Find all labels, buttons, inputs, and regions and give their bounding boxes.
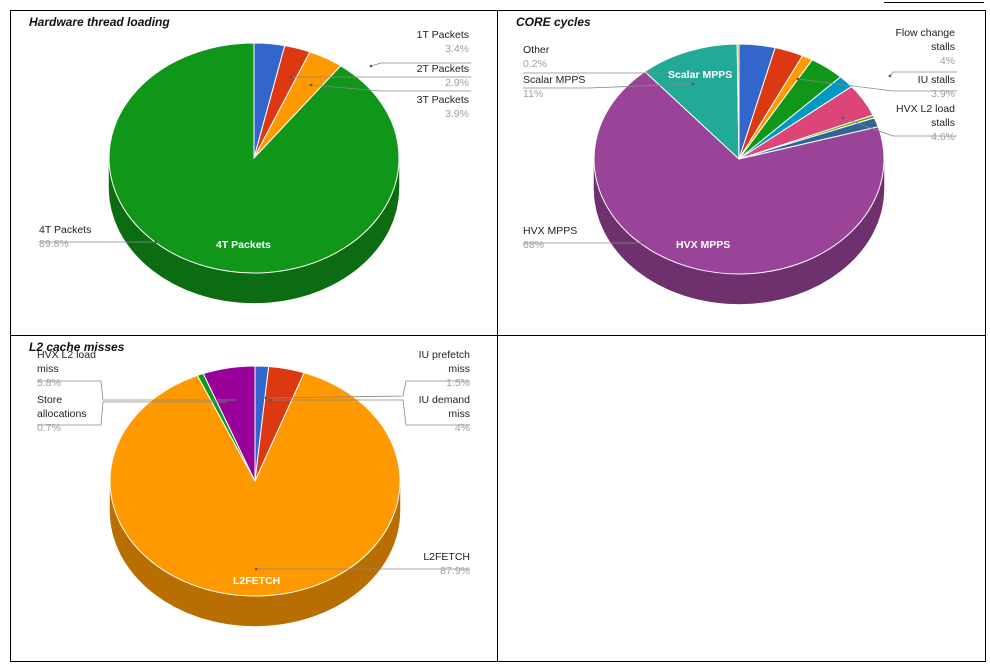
chart-title: L2 cache misses <box>29 340 125 354</box>
leader-line <box>37 380 236 401</box>
slice-label: IU prefetch <box>419 349 471 361</box>
slice-percent: 0.7% <box>37 422 61 434</box>
pie-labels: Flow change stalls 4% IU stalls 3.9% HVX L2 l… <box>523 27 957 251</box>
leader-dot <box>224 400 228 404</box>
leader-line <box>370 62 471 67</box>
slice-percent: 4.6% <box>931 131 955 143</box>
slice-percent: 87.9% <box>440 565 470 577</box>
slice-percent: 5.8% <box>37 377 61 389</box>
leader-dot <box>726 71 730 75</box>
pie-slice-other[interactable] <box>736 43 740 160</box>
slice-label: 1T Packets <box>417 29 469 41</box>
leader-dot <box>269 398 273 402</box>
leader-dot <box>234 398 238 402</box>
slice-percent: 1.5% <box>446 377 470 389</box>
leader-line <box>889 71 957 77</box>
leader-dot <box>289 75 293 79</box>
chart-title: CORE cycles <box>516 15 591 29</box>
inner-slice-label: 4T Packets <box>216 239 271 251</box>
pie-slices <box>109 365 401 597</box>
leader-dot <box>888 74 892 78</box>
leader-dot <box>369 64 373 68</box>
leader-line <box>37 401 226 426</box>
pie-slice-hvx-l2-load-miss[interactable] <box>202 365 256 482</box>
leader-dot <box>796 77 800 81</box>
slice-percent: 68% <box>523 239 544 251</box>
slice-label: L2FETCH <box>423 551 470 563</box>
slice-percent: 4% <box>455 422 470 434</box>
inner-slice-label: Scalar MPPS <box>668 69 732 81</box>
slice-label: miss <box>448 408 470 420</box>
slice-label: stalls <box>931 41 955 53</box>
panel-core-cycles: CORE cycles Flow change stalls 4% IU stalls… <box>497 10 986 336</box>
leader-line <box>265 380 470 399</box>
pie-slice-l2fetch[interactable] <box>109 372 401 597</box>
leader-line <box>523 83 694 89</box>
pie-slices <box>593 43 885 275</box>
slice-percent: 11% <box>523 88 543 100</box>
slice-label: 2T Packets <box>417 63 469 75</box>
pie-slice-4t-packets[interactable] <box>108 42 400 274</box>
slice-label: HVX MPPS <box>523 225 577 237</box>
leader-dot <box>264 396 268 400</box>
slice-label: IU stalls <box>918 74 955 86</box>
pie-slice-hvx-mpps[interactable] <box>593 70 885 275</box>
slice-percent: 3.9% <box>931 88 955 100</box>
slice-label: 3T Packets <box>417 94 469 106</box>
leader-dot <box>691 82 695 86</box>
divider <box>884 2 984 3</box>
slice-label: Store <box>37 394 62 406</box>
slice-label: Other <box>523 44 550 56</box>
slice-percent: 4% <box>940 55 955 67</box>
leader-dot <box>154 240 158 244</box>
leader-line <box>310 84 471 92</box>
slice-percent: 0.2% <box>523 58 547 70</box>
pie-chart-hardware-thread-loading: 1T Packets 3.4% 2T Packets 2.9% 3T Packets 3.… <box>39 29 471 304</box>
pie-slices <box>108 42 400 274</box>
slice-label: miss <box>37 363 59 375</box>
chart-title: Hardware thread loading <box>29 15 170 29</box>
leader-dot <box>309 83 313 87</box>
slice-label: Scalar MPPS <box>523 74 585 86</box>
slice-label: Flow change <box>895 27 955 39</box>
chart-grid: Hardware thread loading 1T Packets 3.4% 2T… <box>10 10 986 662</box>
slice-label: IU demand <box>419 394 471 406</box>
slice-label: HVX L2 load <box>37 349 96 361</box>
inner-slice-label: L2FETCH <box>233 575 280 587</box>
slice-percent: 3.9% <box>445 108 469 120</box>
slice-percent: 2.9% <box>445 77 469 89</box>
panel-empty <box>497 335 986 662</box>
pie-chart-core-cycles: Flow change stalls 4% IU stalls 3.9% HVX L2 l… <box>523 27 957 305</box>
slice-percent: 89.8% <box>39 238 69 250</box>
leader-dot <box>641 241 645 245</box>
slice-label: allocations <box>37 408 87 420</box>
pie-labels: IU prefetch miss 1.5% IU demand miss 4% HVX L2… <box>37 349 470 577</box>
leader-line <box>842 117 957 137</box>
panel-hardware-thread-loading: Hardware thread loading 1T Packets 3.4% 2T… <box>10 10 498 336</box>
slice-percent: 3.4% <box>445 43 469 55</box>
leader-line <box>797 78 957 92</box>
slice-label: miss <box>448 363 470 375</box>
leader-dot <box>254 567 258 571</box>
pie-labels: 1T Packets 3.4% 2T Packets 2.9% 3T Packets 3.… <box>39 29 471 250</box>
slice-label: 4T Packets <box>39 224 91 236</box>
pie-chart-l2-cache-misses: IU prefetch miss 1.5% IU demand miss 4% HVX L2… <box>37 349 470 627</box>
leader-dot <box>841 116 845 120</box>
slice-label: HVX L2 load <box>896 103 955 115</box>
panel-l2-cache-misses: L2 cache misses IU prefetch miss 1.5% IU de… <box>10 335 498 662</box>
leader-line <box>271 399 470 426</box>
slice-label: stalls <box>931 117 955 129</box>
inner-slice-label: HVX MPPS <box>676 239 730 251</box>
